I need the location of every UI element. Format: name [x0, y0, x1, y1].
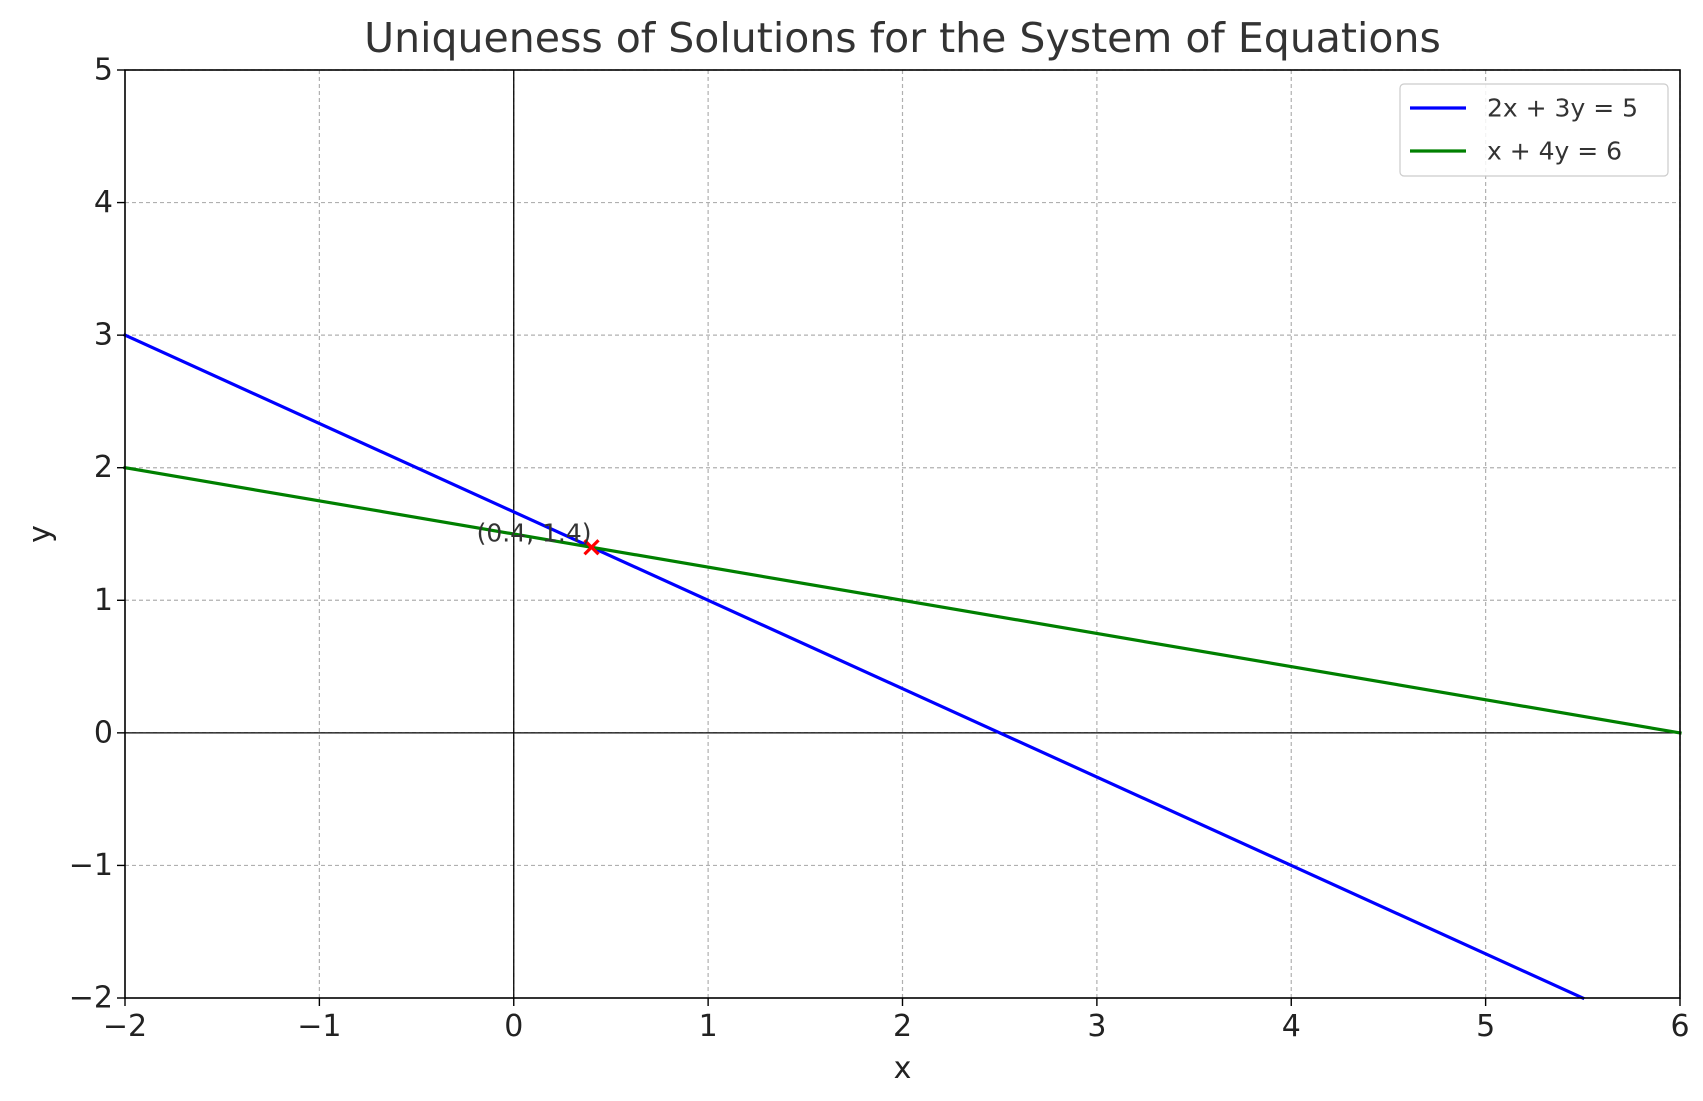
legend-box [1399, 83, 1669, 177]
x-tick-label: −1 [297, 1009, 341, 1044]
x-axis-label: x [894, 1051, 912, 1086]
x-tick-label: 5 [1476, 1009, 1495, 1044]
series-line-2 [123, 465, 1682, 735]
legend-entry-label: x + 4y = 6 [1487, 137, 1622, 166]
ticks: −2 −1 0 1 2 3 4 5 6 −2 −1 0 1 2 3 4 5 [69, 53, 1690, 1045]
chart-title: Uniqueness of Solutions for the System o… [364, 14, 1441, 62]
y-tick-label: 1 [94, 583, 113, 618]
y-tick-label: 4 [94, 185, 113, 220]
x-tick-label: 0 [504, 1009, 523, 1044]
x-tick-label: −2 [103, 1009, 147, 1044]
x-tick-label: 1 [699, 1009, 718, 1044]
legend: 2x + 3y = 5 x + 4y = 6 [1399, 83, 1669, 177]
legend-entry-label: 2x + 3y = 5 [1487, 94, 1638, 123]
y-tick-label: −2 [69, 981, 113, 1016]
intersection-marker [583, 539, 600, 556]
y-tick-label: −1 [69, 848, 113, 883]
series-line-1 [122, 332, 1585, 1001]
y-tick-label: 5 [94, 53, 113, 88]
series-lines [122, 332, 1682, 1001]
y-tick-label: 2 [94, 450, 113, 485]
x-tick-label: 4 [1282, 1009, 1301, 1044]
y-axis-label: y [23, 525, 58, 543]
y-tick-label: 3 [94, 318, 113, 353]
x-tick-label: 6 [1670, 1009, 1689, 1044]
x-tick-label: 3 [1087, 1009, 1106, 1044]
y-tick-label: 0 [94, 715, 113, 750]
intersection-annotation: (0.4, 1.4) [477, 518, 592, 547]
markers: (0.4, 1.4) [477, 518, 600, 556]
x-tick-label: 2 [893, 1009, 912, 1044]
